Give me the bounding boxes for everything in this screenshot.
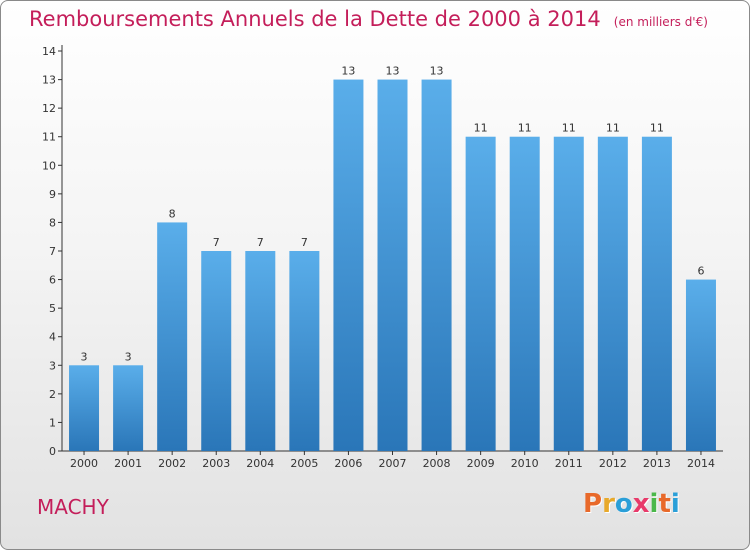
bar [597,136,628,451]
y-tick-label: 13 [42,74,56,87]
y-tick-label: 6 [49,274,56,287]
data-label: 11 [650,122,664,135]
bar [113,365,144,451]
data-label: 11 [474,122,488,135]
x-tick-label: 2007 [379,457,407,470]
logo-letter: r [602,489,615,519]
x-tick-label: 2005 [290,457,318,470]
bar [685,279,716,451]
bar [245,251,276,451]
data-label: 7 [213,236,220,249]
proxiti-logo: Proxiti [583,489,680,519]
bar [553,136,584,451]
y-tick-label: 11 [42,131,56,144]
data-label: 7 [301,236,308,249]
y-tick-label: 14 [42,45,56,58]
data-label: 13 [341,65,355,78]
x-tick-label: 2011 [555,457,583,470]
data-label: 11 [606,122,620,135]
y-tick-label: 3 [49,359,56,372]
bar [157,222,188,451]
logo-letter: i [670,489,680,519]
data-label: 11 [518,122,532,135]
data-label: 3 [81,350,88,363]
bar [201,251,232,451]
x-tick-label: 2010 [511,457,539,470]
chart-subtitle: (en milliers d'€) [613,15,708,29]
bar [641,136,672,451]
y-tick-label: 12 [42,102,56,115]
data-label: 13 [386,65,400,78]
x-tick-label: 2006 [334,457,362,470]
x-tick-label: 2012 [599,457,627,470]
logo-letter: o [614,489,633,519]
logo-letter: i [649,489,659,519]
logo-letter: P [583,489,603,519]
x-tick-label: 2014 [687,457,715,470]
data-label: 6 [697,265,704,278]
title-block: Remboursements Annuels de la Dette de 20… [29,7,708,31]
data-label: 13 [430,65,444,78]
x-tick-label: 2003 [202,457,230,470]
commune-name: MACHY [37,495,109,519]
y-tick-label: 10 [42,159,56,172]
data-label: 8 [169,207,176,220]
y-tick-label: 9 [49,188,56,201]
bar [69,365,100,451]
x-tick-label: 2013 [643,457,671,470]
chart-title: Remboursements Annuels de la Dette de 20… [29,7,601,31]
bar [421,79,452,452]
bar [509,136,540,451]
x-tick-label: 2001 [114,457,142,470]
y-tick-label: 1 [49,416,56,429]
y-tick-label: 0 [49,445,56,458]
x-tick-label: 2000 [70,457,98,470]
bar [377,79,408,452]
bar [289,251,320,451]
y-tick-label: 2 [49,388,56,401]
y-tick-label: 7 [49,245,56,258]
y-tick-label: 5 [49,302,56,315]
logo-letter: t [658,489,671,519]
y-tick-label: 8 [49,216,56,229]
data-label: 3 [125,350,132,363]
x-tick-label: 2002 [158,457,186,470]
data-label: 11 [562,122,576,135]
bar [465,136,496,451]
data-label: 7 [257,236,264,249]
logo-letter: x [632,489,650,519]
x-tick-label: 2009 [467,457,495,470]
x-tick-label: 2008 [423,457,451,470]
y-tick-label: 4 [49,331,56,344]
x-tick-label: 2004 [246,457,274,470]
bar [333,79,364,452]
